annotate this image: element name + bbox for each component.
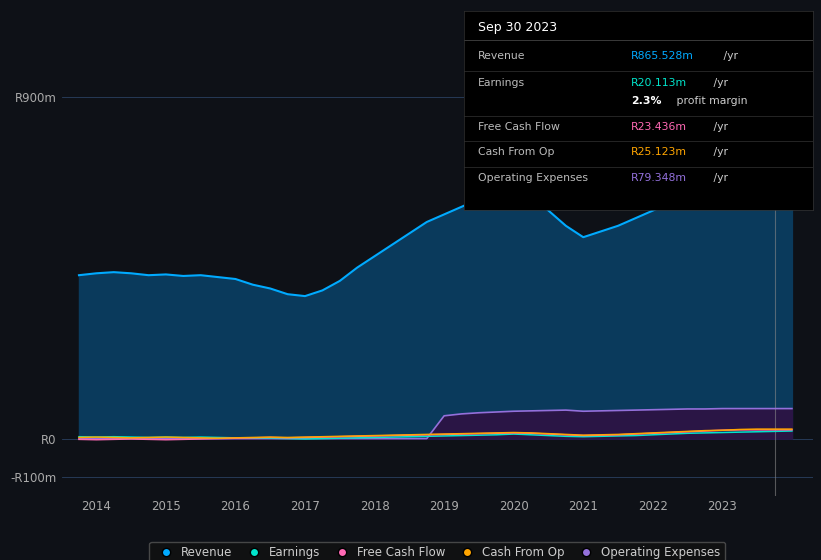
Text: Cash From Op: Cash From Op xyxy=(478,147,554,157)
Text: /yr: /yr xyxy=(710,78,728,88)
Text: /yr: /yr xyxy=(710,147,728,157)
Text: R20.113m: R20.113m xyxy=(631,78,687,88)
Text: R23.436m: R23.436m xyxy=(631,122,687,132)
Text: profit margin: profit margin xyxy=(672,96,747,106)
Text: R79.348m: R79.348m xyxy=(631,173,687,183)
Text: Sep 30 2023: Sep 30 2023 xyxy=(478,21,557,34)
Text: Earnings: Earnings xyxy=(478,78,525,88)
Legend: Revenue, Earnings, Free Cash Flow, Cash From Op, Operating Expenses: Revenue, Earnings, Free Cash Flow, Cash … xyxy=(149,542,725,560)
Text: /yr: /yr xyxy=(720,51,737,61)
Text: R25.123m: R25.123m xyxy=(631,147,687,157)
Text: Revenue: Revenue xyxy=(478,51,525,61)
Text: 2.3%: 2.3% xyxy=(631,96,662,106)
Text: Free Cash Flow: Free Cash Flow xyxy=(478,122,560,132)
Text: Operating Expenses: Operating Expenses xyxy=(478,173,588,183)
Text: R865.528m: R865.528m xyxy=(631,51,695,61)
Text: /yr: /yr xyxy=(710,173,728,183)
Text: /yr: /yr xyxy=(710,122,728,132)
